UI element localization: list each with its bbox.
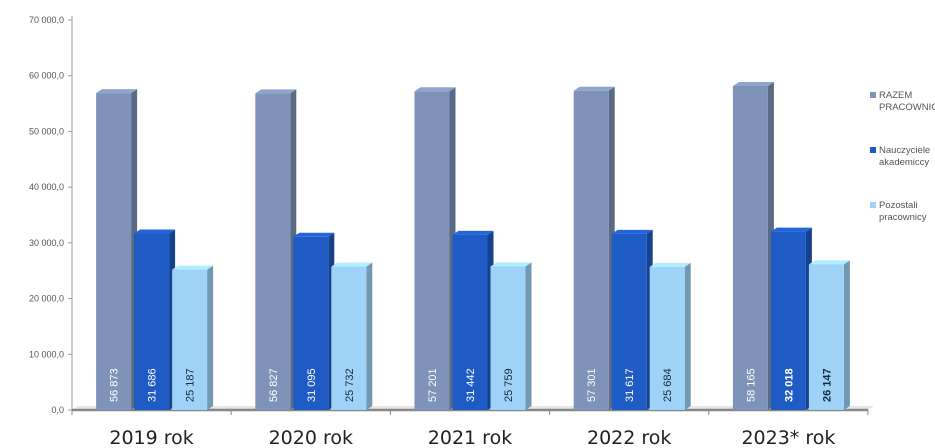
bar-top bbox=[732, 81, 774, 86]
legend-label: PRACOWNICY bbox=[879, 102, 935, 113]
bar-top bbox=[573, 86, 615, 91]
y-tick-label: 30 000,0 bbox=[29, 238, 64, 248]
data-label: 56 873 bbox=[109, 368, 121, 402]
bar-top bbox=[134, 229, 176, 234]
legend-label: Pozostali bbox=[879, 200, 918, 211]
y-tick-label: 50 000,0 bbox=[29, 126, 64, 136]
bar-top bbox=[808, 260, 850, 265]
data-label: 31 686 bbox=[147, 368, 159, 402]
bar bbox=[649, 266, 685, 410]
bar bbox=[611, 233, 647, 410]
legend-label: pracownicy bbox=[879, 212, 927, 223]
bar bbox=[172, 269, 208, 410]
bar-top bbox=[255, 89, 297, 94]
x-category-label: 2023* rok bbox=[741, 427, 835, 448]
x-category-label: 2022 rok bbox=[587, 427, 671, 448]
bar-top bbox=[452, 230, 494, 235]
bar-side bbox=[684, 262, 691, 410]
bar bbox=[732, 85, 768, 410]
data-label: 31 095 bbox=[306, 368, 318, 402]
y-tick-label: 40 000,0 bbox=[29, 182, 64, 192]
bar-side bbox=[525, 262, 532, 410]
bar bbox=[331, 266, 367, 410]
bar bbox=[573, 90, 609, 410]
bar-side bbox=[207, 265, 214, 410]
bar-top bbox=[331, 262, 373, 267]
data-label: 57 201 bbox=[427, 368, 439, 402]
bar bbox=[293, 236, 329, 410]
data-labels: 56 873 31 686 25 187 56 827 31 095 25 732 57 2… bbox=[109, 368, 834, 402]
bar-top bbox=[490, 262, 532, 267]
bars bbox=[96, 81, 850, 411]
bar-side bbox=[843, 260, 850, 410]
legend-swatch bbox=[870, 92, 876, 98]
data-label: 32 018 bbox=[783, 368, 795, 402]
data-label: 58 165 bbox=[745, 368, 757, 402]
data-label: 25 187 bbox=[185, 368, 197, 402]
bar bbox=[96, 93, 132, 411]
bar bbox=[255, 93, 291, 410]
bar-top bbox=[770, 227, 812, 232]
bar bbox=[490, 266, 526, 410]
data-label: 25 732 bbox=[344, 368, 356, 402]
bar-top bbox=[649, 262, 691, 267]
legend-swatch bbox=[870, 147, 876, 153]
y-tick-label: 10 000,0 bbox=[29, 349, 64, 359]
x-category-label: 2019 rok bbox=[109, 427, 193, 448]
y-tick-label: 60 000,0 bbox=[29, 71, 64, 81]
bar-top bbox=[293, 232, 335, 237]
data-label: 56 827 bbox=[268, 368, 280, 402]
x-category-label: 2020 rok bbox=[269, 427, 353, 448]
legend-label: RAZEM bbox=[879, 90, 912, 101]
bar-top bbox=[611, 229, 653, 234]
bar-top bbox=[172, 265, 214, 270]
data-label: 26 147 bbox=[821, 368, 833, 402]
bar bbox=[808, 264, 844, 410]
data-label: 25 684 bbox=[662, 368, 674, 402]
x-category-label: 2021 rok bbox=[428, 427, 512, 448]
data-label: 31 617 bbox=[624, 368, 636, 402]
data-label: 25 759 bbox=[503, 368, 515, 402]
bar bbox=[134, 233, 170, 410]
y-tick-label: 70 000,0 bbox=[29, 15, 64, 25]
legend-label: Nauczyciele bbox=[879, 145, 930, 156]
data-label: 57 301 bbox=[586, 368, 598, 402]
bar-top bbox=[96, 89, 138, 94]
bar bbox=[770, 231, 806, 410]
legend-swatch bbox=[870, 202, 876, 208]
bar-top bbox=[414, 87, 456, 92]
legend-label: akademiccy bbox=[879, 157, 929, 168]
bar bbox=[414, 91, 450, 410]
data-label: 31 442 bbox=[465, 368, 477, 402]
bar-side bbox=[366, 262, 373, 410]
y-tick-label: 0,0 bbox=[51, 405, 64, 415]
bar bbox=[452, 234, 488, 410]
y-tick-label: 20 000,0 bbox=[29, 294, 64, 304]
